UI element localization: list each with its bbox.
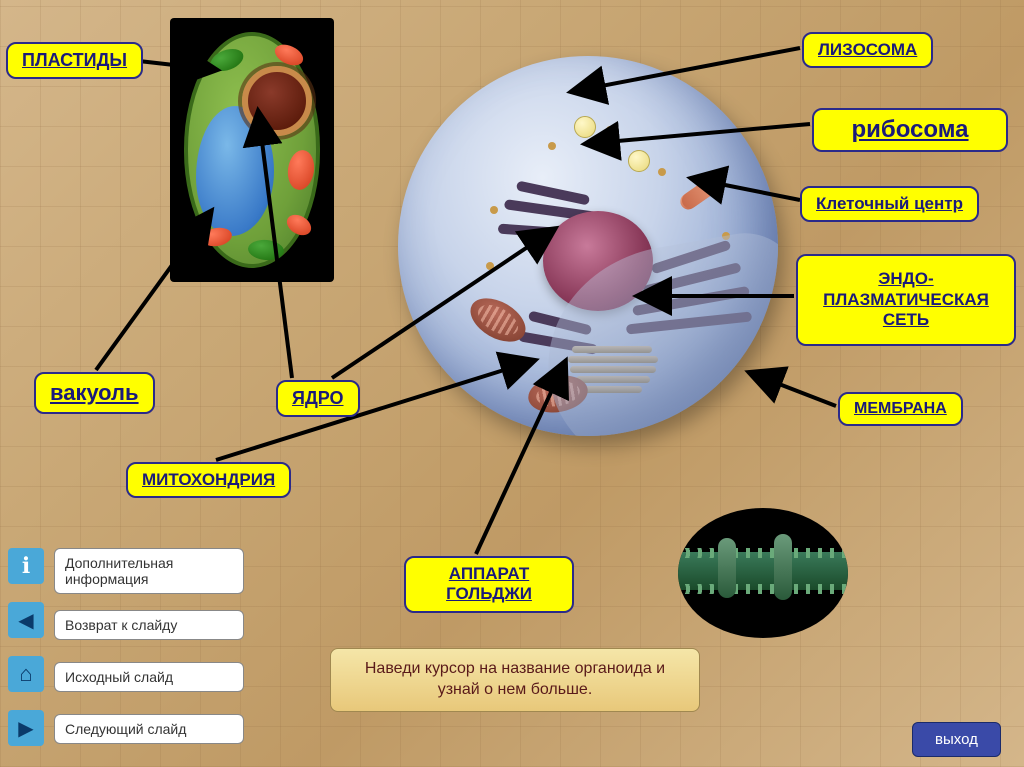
exit-button[interactable]: выход xyxy=(912,722,1001,757)
label-golgi[interactable]: АППАРАТГОЛЬДЖИ xyxy=(404,556,574,613)
label-er[interactable]: ЭНДО-ПЛАЗМАТИЧЕСКАЯСЕТЬ xyxy=(796,254,1016,346)
plant-cell-diagram xyxy=(170,18,334,282)
label-ribosome[interactable]: рибосома xyxy=(812,108,1008,152)
animal-cell-body xyxy=(398,56,778,436)
nav-home-button[interactable]: Исходный слайд xyxy=(54,662,244,692)
nav-next-button[interactable]: Следующий слайд xyxy=(54,714,244,744)
plant-nucleus xyxy=(242,66,312,136)
label-mitochondria[interactable]: МИТОХОНДРИЯ xyxy=(126,462,291,498)
label-nucleus[interactable]: ЯДРО xyxy=(276,380,360,417)
animal-cell-diagram xyxy=(378,36,798,506)
label-plastids[interactable]: ПЛАСТИДЫ xyxy=(6,42,143,79)
membrane-detail xyxy=(678,508,848,638)
back-icon[interactable]: ◀ xyxy=(8,602,44,638)
nav-info-button[interactable]: Дополнительная информация xyxy=(54,548,244,594)
label-vacuole[interactable]: вакуоль xyxy=(34,372,155,414)
instruction-text: Наведи курсор на название органоида и уз… xyxy=(330,648,700,712)
label-centrosome[interactable]: Клеточный центр xyxy=(800,186,979,222)
next-icon[interactable]: ▶ xyxy=(8,710,44,746)
label-membrane[interactable]: МЕМБРАНА xyxy=(838,392,963,426)
plant-cell-body xyxy=(184,32,320,268)
info-icon[interactable]: ℹ xyxy=(8,548,44,584)
nav-back-button[interactable]: Возврат к слайду xyxy=(54,610,244,640)
home-icon[interactable]: ⌂ xyxy=(8,656,44,692)
label-lysosome[interactable]: ЛИЗОСОМА xyxy=(802,32,933,68)
centrosome xyxy=(677,175,721,212)
